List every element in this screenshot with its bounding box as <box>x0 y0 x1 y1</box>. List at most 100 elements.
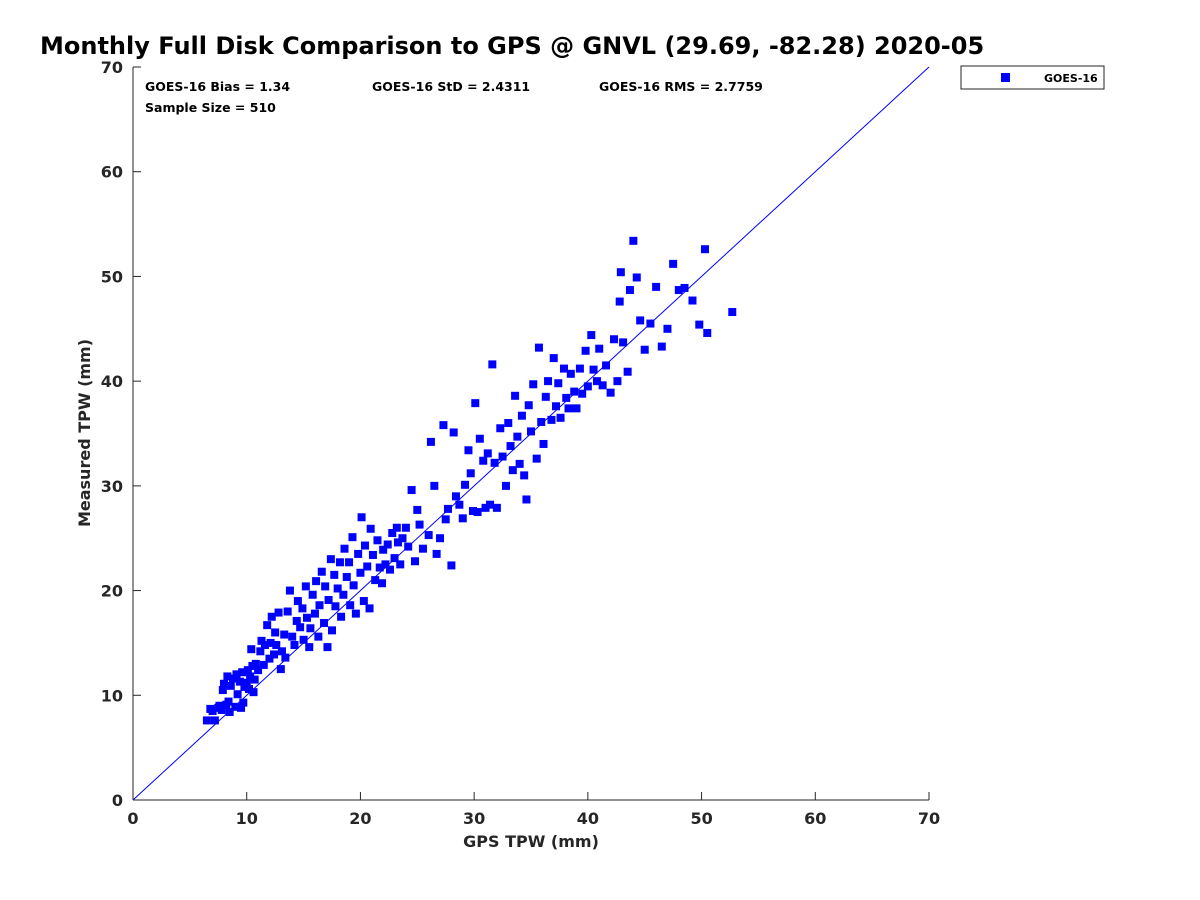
data-point <box>587 331 596 340</box>
data-point <box>339 590 348 599</box>
data-point <box>373 536 382 545</box>
data-point <box>371 576 380 585</box>
data-point <box>298 604 307 613</box>
data-point <box>592 377 601 386</box>
data-point <box>469 506 478 515</box>
data-point <box>270 650 279 659</box>
data-point <box>552 402 561 411</box>
data-point <box>537 417 546 426</box>
data-point <box>280 630 289 639</box>
data-point <box>354 549 363 558</box>
data-point <box>299 635 308 644</box>
data-point <box>246 672 255 681</box>
data-point <box>260 641 269 650</box>
data-point <box>379 545 388 554</box>
data-point <box>606 388 615 397</box>
data-point <box>436 534 445 543</box>
data-point <box>348 533 357 542</box>
data-point <box>356 568 365 577</box>
data-point <box>271 628 280 637</box>
data-point <box>625 286 634 295</box>
data-point <box>265 654 274 663</box>
data-point <box>486 500 495 509</box>
data-point <box>259 660 268 669</box>
data-point <box>306 624 315 633</box>
data-point <box>324 595 333 604</box>
x-tick-label: 40 <box>577 809 599 828</box>
data-point <box>235 677 244 686</box>
y-tick-label: 70 <box>101 58 123 77</box>
data-point <box>646 319 655 328</box>
data-point <box>392 523 401 532</box>
data-point <box>233 690 242 699</box>
data-point <box>616 268 625 277</box>
data-point <box>578 389 587 398</box>
data-point <box>210 716 219 725</box>
x-tick-label: 0 <box>127 809 138 828</box>
data-point <box>285 586 294 595</box>
data-point <box>249 688 258 697</box>
data-point <box>217 705 226 714</box>
data-point <box>224 697 233 706</box>
data-point <box>243 666 252 675</box>
data-point <box>615 297 624 306</box>
data-point <box>663 324 672 333</box>
data-point <box>330 570 339 579</box>
data-point <box>508 466 517 475</box>
data-point <box>488 360 497 369</box>
data-point <box>407 486 416 495</box>
data-point <box>281 653 290 662</box>
data-point <box>232 670 241 679</box>
data-point <box>342 572 351 581</box>
data-point <box>237 703 246 712</box>
data-point <box>695 320 704 329</box>
data-point <box>363 562 372 571</box>
data-point <box>365 604 374 613</box>
data-point <box>432 549 441 558</box>
data-point <box>619 338 628 347</box>
data-point <box>385 565 394 574</box>
data-point <box>305 643 314 652</box>
data-point <box>669 259 678 268</box>
data-point <box>323 643 332 652</box>
data-point <box>274 608 283 617</box>
stat-bias: GOES-16 Bias = 1.34 <box>145 79 290 94</box>
data-point <box>276 665 285 674</box>
data-point <box>496 424 505 433</box>
data-point <box>411 557 420 566</box>
data-point <box>475 434 484 443</box>
data-point <box>455 500 464 509</box>
data-point <box>451 492 460 501</box>
stat-sample-size: Sample Size = 510 <box>145 100 276 115</box>
x-tick-label: 30 <box>463 809 485 828</box>
data-point <box>636 316 645 325</box>
plot-area: 0 10 20 30 40 50 60 70 0 10 20 30 40 50 60 70 <box>101 58 940 828</box>
data-point <box>424 531 433 540</box>
data-point <box>239 698 248 707</box>
x-tick-label: 50 <box>690 809 712 828</box>
data-point <box>515 459 524 468</box>
data-point <box>219 679 228 688</box>
data-point <box>556 413 565 422</box>
data-point <box>312 577 321 586</box>
data-point <box>390 554 399 563</box>
chart-title: Monthly Full Disk Comparison to GPS @ GN… <box>40 32 984 60</box>
data-point <box>337 612 346 621</box>
data-point <box>202 716 211 725</box>
data-point <box>529 380 538 389</box>
data-point <box>539 439 548 448</box>
data-point <box>623 367 632 376</box>
data-point <box>263 621 272 630</box>
x-tick-label: 60 <box>804 809 826 828</box>
data-point <box>458 514 467 523</box>
data-point <box>292 616 301 625</box>
data-point <box>320 619 329 628</box>
data-point <box>223 672 232 681</box>
data-point <box>479 456 488 465</box>
data-point <box>501 481 510 490</box>
data-point <box>238 668 247 677</box>
data-point <box>254 666 263 675</box>
data-point <box>598 381 607 390</box>
data-point <box>401 523 410 532</box>
data-point <box>242 678 251 687</box>
